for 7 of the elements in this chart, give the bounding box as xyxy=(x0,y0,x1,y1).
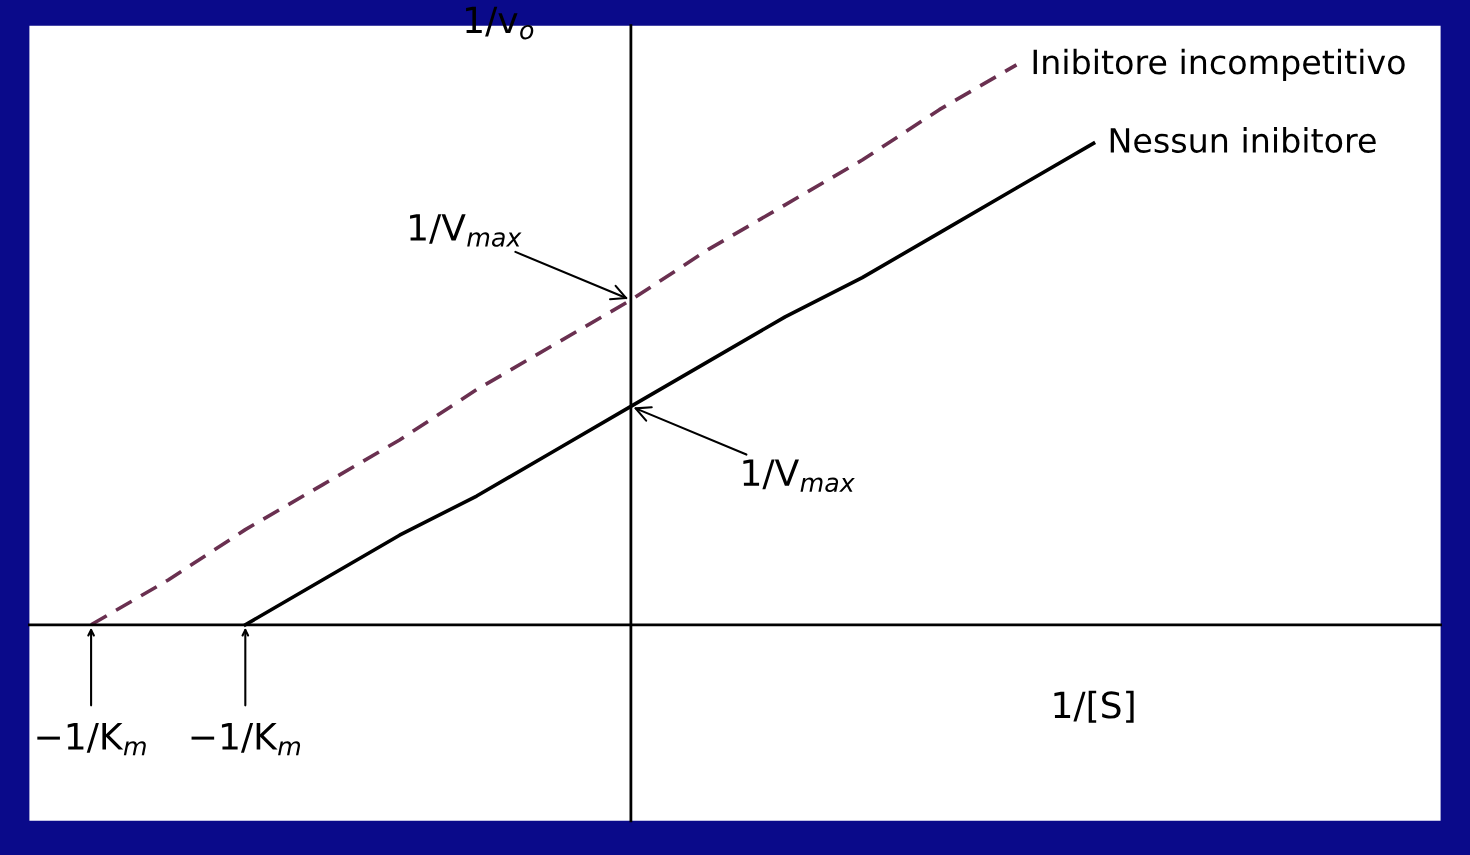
annotation: 1/V$_{max}$ xyxy=(743,459,855,493)
x-tick-label: −1/K$_{m}$ xyxy=(37,723,146,756)
annotation: 1/V$_{max}$ xyxy=(410,214,522,247)
x-tick-label: −1/K$_{m}$ xyxy=(191,723,301,756)
series-label: Nessun inibitore xyxy=(1110,127,1376,153)
series-label: Inibitore incompetitivo xyxy=(1033,48,1405,81)
x-axis-title: 1/[S] xyxy=(1054,690,1134,723)
